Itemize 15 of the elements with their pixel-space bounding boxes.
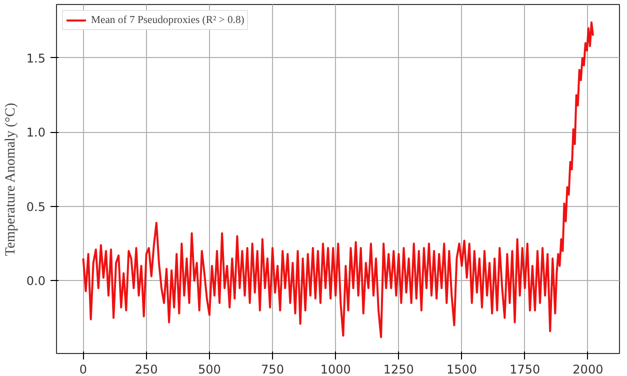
x-tick-label: 750 bbox=[261, 362, 284, 376]
y-tick-label: 0.5 bbox=[26, 200, 46, 214]
x-tick-label: 1750 bbox=[510, 362, 540, 376]
y-tick-label: 0.0 bbox=[26, 274, 46, 288]
x-tick-label: 1500 bbox=[446, 362, 478, 376]
x-tick-label: 1000 bbox=[320, 362, 351, 376]
y-tick-label: 1.5 bbox=[26, 51, 46, 66]
x-tick-label: 2000 bbox=[572, 362, 604, 376]
x-tick-label: 250 bbox=[134, 362, 158, 376]
y-tick-label: 1.0 bbox=[26, 126, 46, 140]
x-tick-label: 1250 bbox=[383, 362, 414, 376]
x-tick-label: 0 bbox=[79, 362, 88, 376]
x-tick-label: 500 bbox=[198, 362, 221, 376]
y-axis-title: Temperature Anomaly (°C) bbox=[3, 102, 18, 256]
legend-label: Mean of 7 Pseudoproxies (R² > 0.8) bbox=[91, 14, 244, 26]
